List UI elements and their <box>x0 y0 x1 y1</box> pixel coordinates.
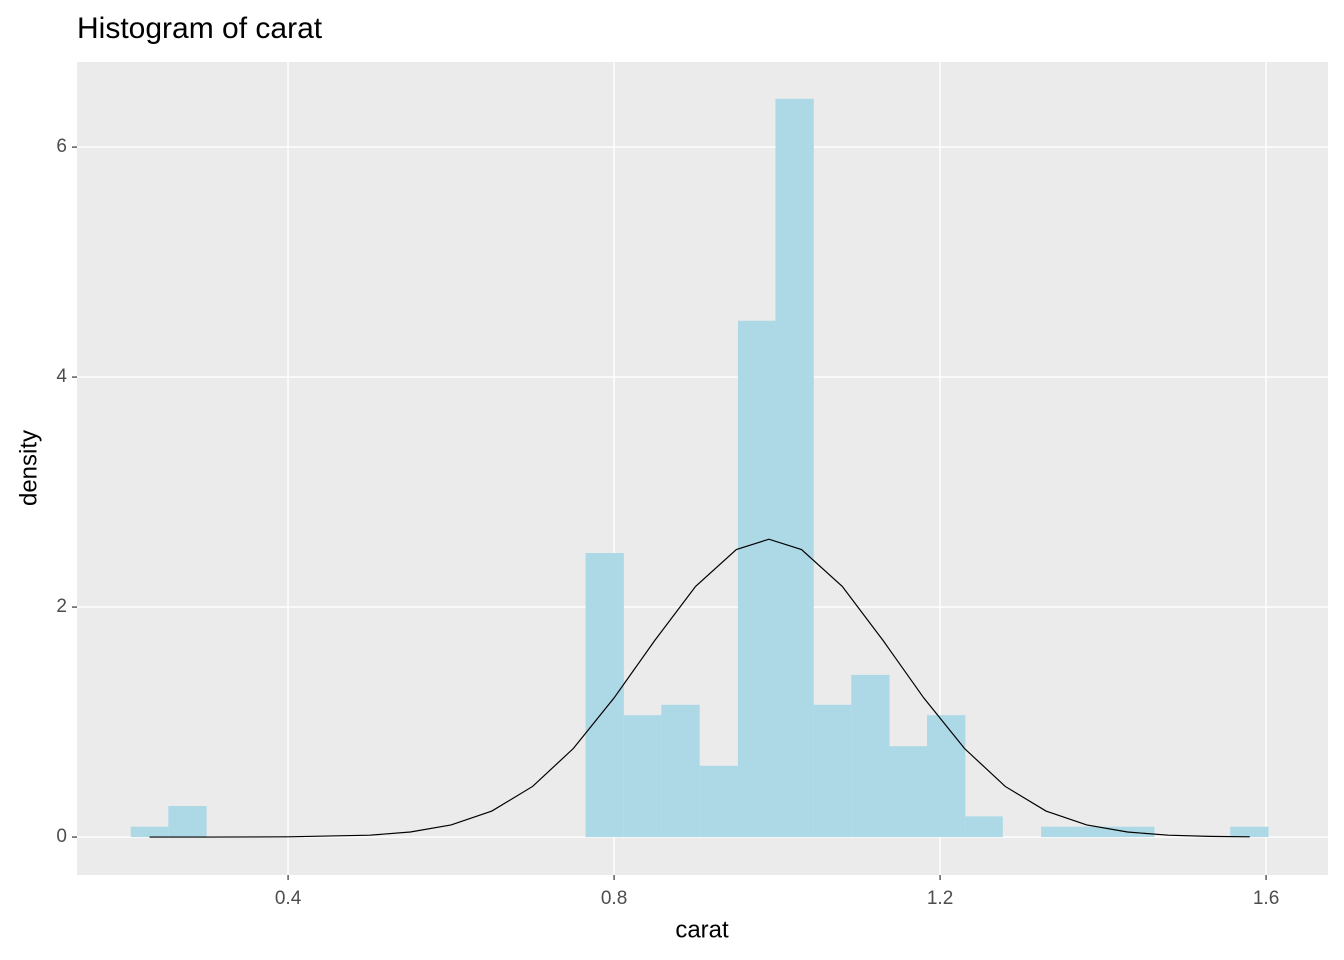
y-tick-label: 6 <box>56 136 67 157</box>
bar <box>168 806 207 838</box>
bar <box>1041 826 1079 838</box>
x-tick-label: 1.2 <box>927 888 953 909</box>
x-tick-label: 1.6 <box>1253 888 1279 909</box>
y-tick-label: 2 <box>56 596 67 617</box>
bar <box>1078 826 1117 838</box>
bar <box>585 553 624 838</box>
density-curve <box>149 538 1250 838</box>
bar <box>699 765 738 838</box>
y-tick-label: 0 <box>56 826 67 847</box>
bar <box>623 715 662 838</box>
bar <box>775 98 814 838</box>
x-tick-label: 0.8 <box>601 888 627 909</box>
bar <box>1230 826 1269 838</box>
bar <box>927 715 966 838</box>
y-tick-label: 4 <box>56 366 67 387</box>
x-axis-title: carat <box>675 916 729 943</box>
bar <box>1116 826 1155 838</box>
bar <box>851 674 890 838</box>
bar <box>813 704 852 838</box>
chart-title: Histogram of carat <box>77 12 323 45</box>
bar <box>965 816 1003 838</box>
x-tick-label: 0.4 <box>275 888 302 909</box>
bar <box>130 826 169 838</box>
bar <box>737 320 776 838</box>
bar <box>661 704 700 838</box>
y-axis-title: density <box>15 430 42 506</box>
bar <box>889 746 928 838</box>
panel <box>77 62 1328 875</box>
